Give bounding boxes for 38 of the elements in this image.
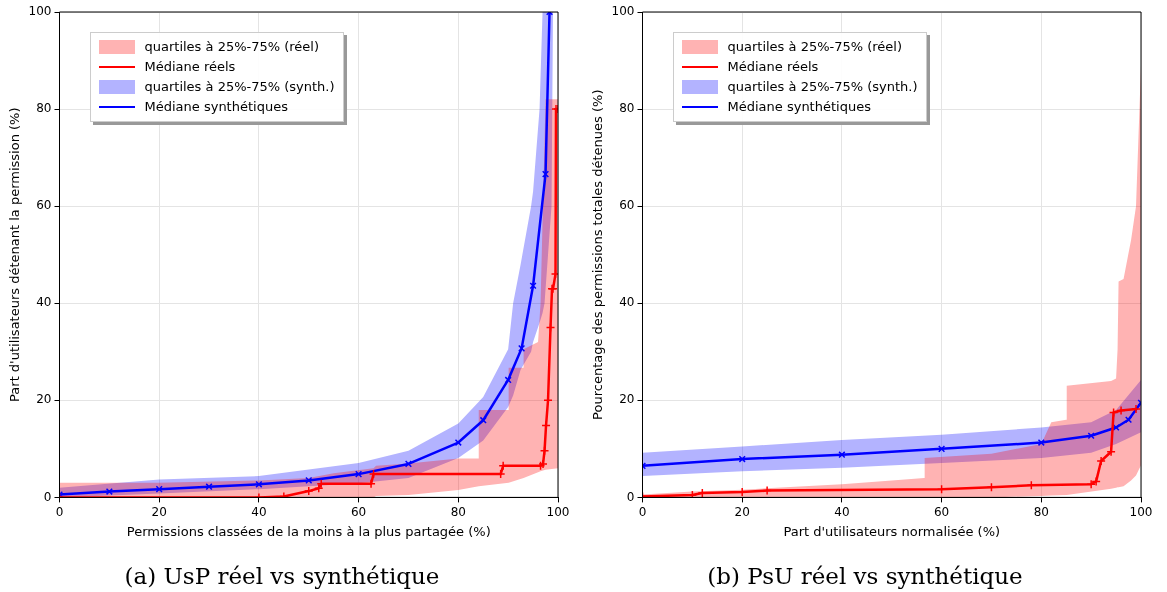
y-tick-label: 0 [43,489,52,504]
y-tick-label: 20 [36,392,52,407]
x-tick-label: 0 [55,504,64,519]
x-tick-label: 20 [151,504,167,519]
legend-label: Médiane réels [144,58,236,76]
x-tick-label: 40 [251,504,267,519]
y-tick-label: 20 [619,392,635,407]
legend-label: quartiles à 25%-75% (synth.) [144,78,335,96]
x-tick-label: 0 [638,504,647,519]
y-tick-label: 100 [611,4,635,19]
legend-label: Médiane réels [727,58,819,76]
y-tick-label: 0 [626,489,635,504]
legend-label: Médiane synthétiques [144,98,288,116]
y-tick-label: 100 [28,4,52,19]
x-tick-label: 80 [450,504,466,519]
text: (b) PsU réel vs synthétique [707,563,1023,590]
x-tick-label: 80 [1033,504,1049,519]
y-axis-title: Part d'utilisateurs détenant la permission (%) [7,107,23,402]
y-tick-label: 40 [36,295,52,310]
y-tick-label: 40 [619,295,635,310]
x-tick-label: 100 [546,504,570,519]
y-tick-label: 60 [619,198,635,213]
y-tick-label: 60 [36,198,52,213]
legend-label: quartiles à 25%-75% (synth.) [727,78,918,96]
x-tick-label: 100 [1129,504,1153,519]
legend-label: quartiles à 25%-75% (réel) [144,38,320,56]
legend-label: quartiles à 25%-75% (réel) [727,38,903,56]
y-tick-label: 80 [619,101,635,116]
x-axis-title: Part d'utilisateurs normalisée (%) [783,523,1001,539]
x-tick-label: 20 [734,504,750,519]
x-tick-label: 60 [933,504,950,519]
text: (a) UsP réel vs synthétique [124,563,440,590]
y-axis-title: Pourcentage des permissions totales détenues (%) [590,89,606,420]
x-axis-title: Permissions classées de la moins à la plus partagée (%) [126,523,491,539]
x-tick-label: 40 [834,504,850,519]
legend-label: Médiane synthétiques [727,98,871,116]
y-tick-label: 80 [36,101,52,116]
x-tick-label: 60 [350,504,367,519]
